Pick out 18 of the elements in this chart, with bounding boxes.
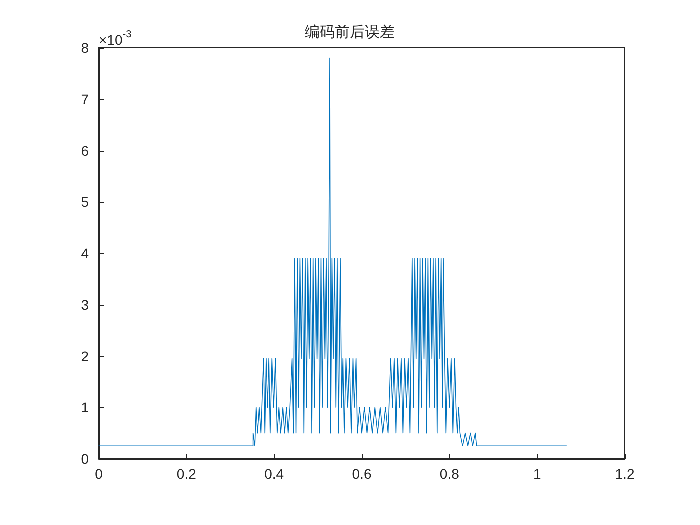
chart-title: 编码前后误差 bbox=[305, 24, 395, 41]
y-tick-label: 7 bbox=[81, 91, 90, 108]
y-tick-label: 2 bbox=[81, 348, 90, 364]
y-tick-label: 3 bbox=[81, 296, 90, 313]
x-tick-label: 0 bbox=[95, 466, 104, 482]
x-tick-label: 1.2 bbox=[615, 466, 635, 482]
y-tick-label: 1 bbox=[81, 400, 90, 416]
line-series bbox=[98, 58, 568, 447]
x-tick-label: 0.8 bbox=[440, 466, 460, 482]
x-tick-label: 0.4 bbox=[264, 466, 284, 482]
y-tick-label: 8 bbox=[81, 40, 90, 56]
y-tick-label: 0 bbox=[81, 451, 90, 467]
y-tick-label: 4 bbox=[81, 246, 90, 262]
x-tick-label: 0.6 bbox=[352, 466, 372, 482]
y-tick-label: 6 bbox=[81, 142, 90, 159]
x-tick-label: 1 bbox=[533, 466, 542, 482]
y-tick-label: 5 bbox=[81, 194, 90, 210]
x-tick-label: 0.2 bbox=[176, 466, 197, 482]
